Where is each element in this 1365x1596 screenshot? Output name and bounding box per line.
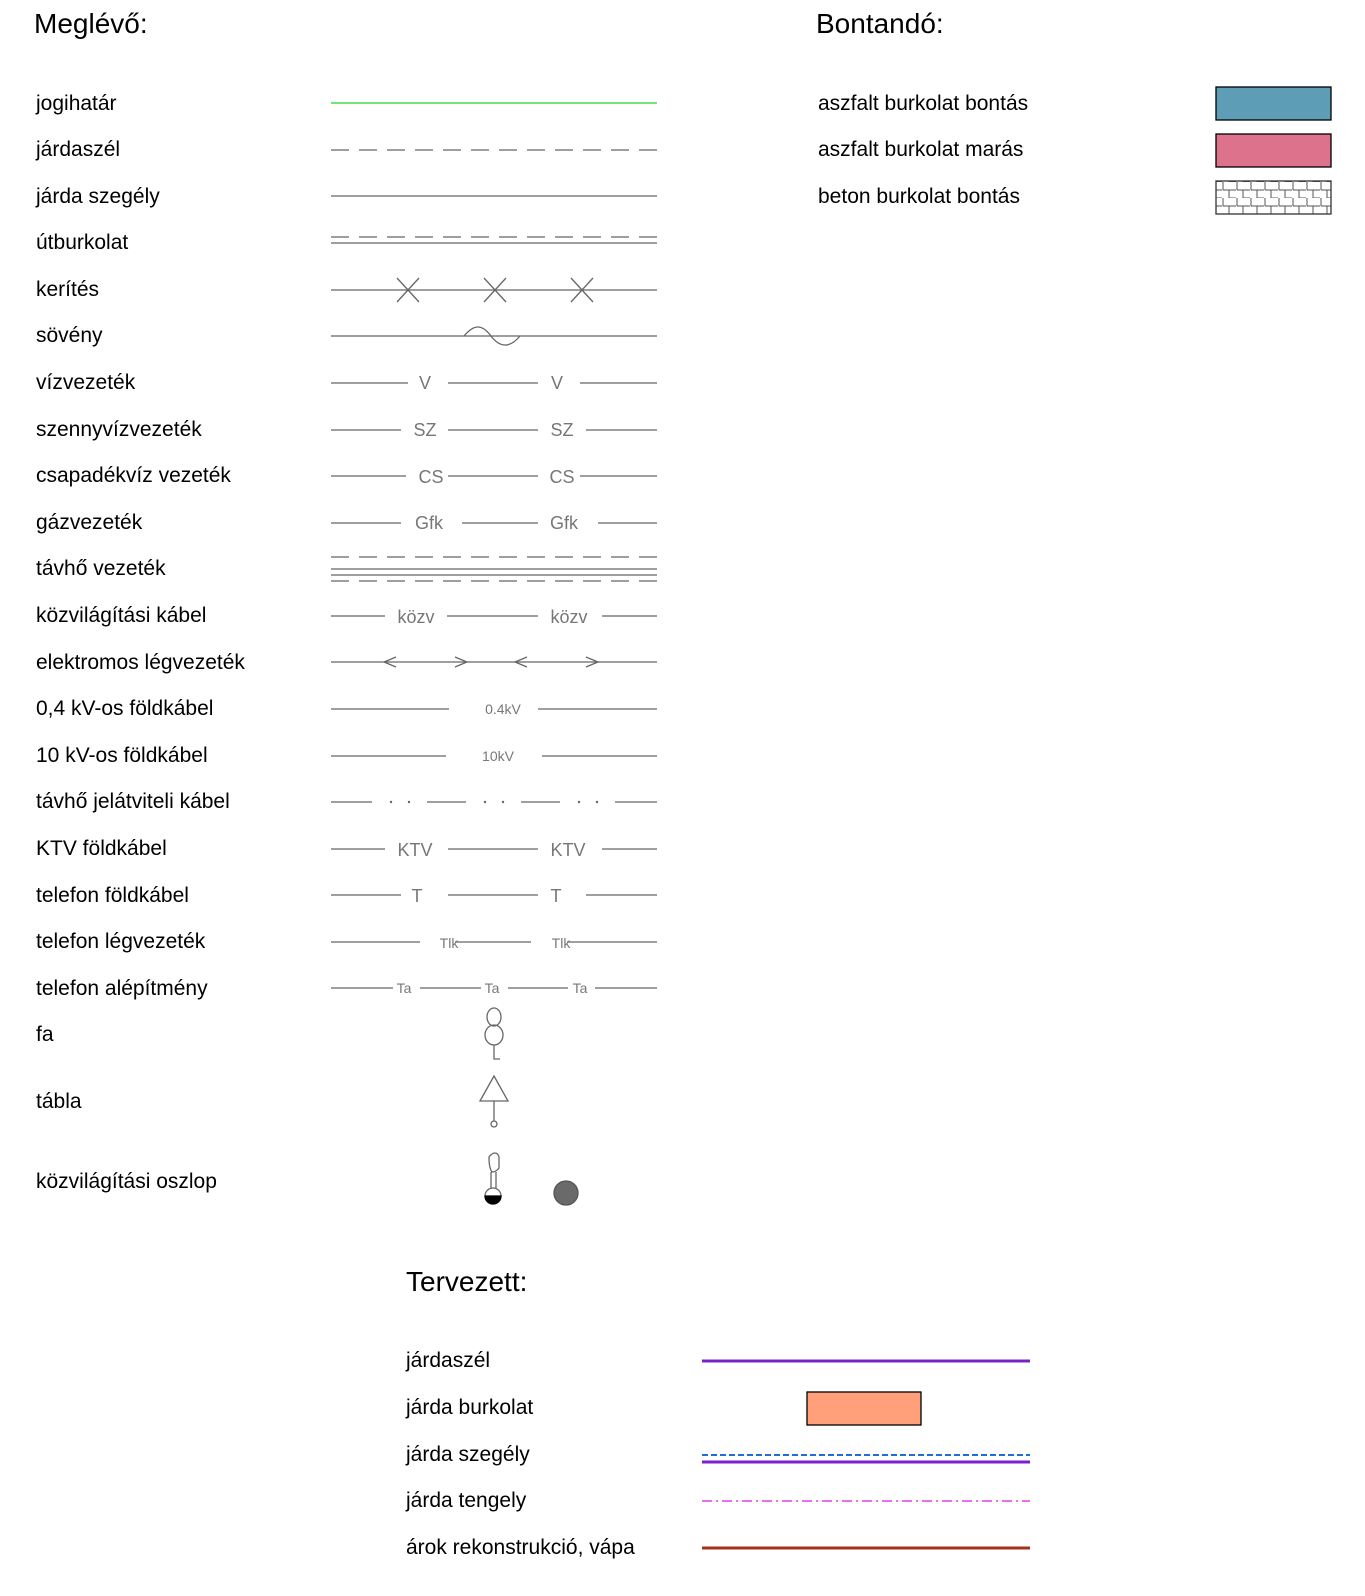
- swatch-aszfalt-bontas: [1215, 86, 1332, 121]
- symbol-fa: [484, 1007, 504, 1060]
- legend-label-szennyvizvezetek: szennyvízvezeték: [36, 418, 202, 441]
- code-sz-1: SZ: [413, 420, 436, 440]
- legend-label-tavho-jelatviteli: távhő jelátviteli kábel: [36, 790, 230, 813]
- code-tlk-1: Tlk: [440, 935, 460, 951]
- code-10kv: 10kV: [482, 748, 515, 764]
- legend-label-jogihatar: jogihatár: [36, 92, 117, 115]
- code-ta-1: Ta: [397, 980, 412, 996]
- legend-label-aszfalt-maras: aszfalt burkolat marás: [818, 138, 1024, 161]
- symbol-tabla: [478, 1074, 510, 1128]
- existing-heading: Meglévő:: [34, 8, 148, 39]
- legend-label-10kv-foldkabel: 10 kV-os földkábel: [36, 744, 208, 767]
- legend-label-jardaszel: járdaszél: [36, 138, 121, 161]
- legend-label-aszfalt-bontas: aszfalt burkolat bontás: [818, 92, 1029, 115]
- swatch-beton-bontas: [1215, 180, 1332, 215]
- legend-label-tervezett-jardaszel: járdaszél: [406, 1349, 491, 1372]
- legend-label-tervezett-jarda-tengely: járda tengely: [406, 1489, 527, 1512]
- code-04kv: 0.4kV: [485, 701, 521, 717]
- code-cs-1: CS: [418, 467, 443, 487]
- legend-label-arok-rekonstrukcio: árok rekonstrukció, vápa: [406, 1536, 635, 1559]
- legend-label-beton-bontas: beton burkolat bontás: [818, 185, 1020, 208]
- legend-label-utburkolat: útburkolat: [36, 231, 129, 254]
- code-kozv-2: közv: [550, 607, 587, 627]
- planned-heading: Tervezett:: [406, 1266, 528, 1297]
- legend-label-kozvilagitasi-kabel: közvilágítási kábel: [36, 604, 207, 627]
- legend-label-kozvilagitasi-oszlop: közvilágítási oszlop: [36, 1170, 217, 1193]
- code-ta-2: Ta: [485, 980, 500, 996]
- legend-label-elektromos-legvezetek: elektromos légvezeték: [36, 651, 245, 674]
- code-kozv-1: közv: [397, 607, 434, 627]
- code-ta-3: Ta: [573, 980, 588, 996]
- symbol-kozvilagitasi-oszlop: [484, 1152, 502, 1205]
- legend-label-fa: fa: [36, 1023, 54, 1046]
- code-ktv-2: KTV: [550, 840, 585, 860]
- swatch-tervezett-jarda-burkolat: [806, 1391, 922, 1426]
- demolish-heading: Bontandó:: [816, 8, 944, 39]
- code-gfk-1: Gfk: [415, 513, 444, 533]
- legend-label-csapadekviz: csapadékvíz vezeték: [36, 464, 231, 487]
- code-v-2: V: [551, 373, 563, 393]
- legend-label-04kv-foldkabel: 0,4 kV-os földkábel: [36, 697, 214, 720]
- code-t-2: T: [551, 886, 562, 906]
- code-ktv-1: KTV: [397, 840, 432, 860]
- legend-label-tabla: tábla: [36, 1090, 82, 1113]
- symbol-utburkolat: [331, 236, 657, 244]
- legend-label-tervezett-jarda-szegely: járda szegély: [406, 1443, 530, 1466]
- legend-label-telefon-foldkabel: telefon földkábel: [36, 884, 189, 907]
- legend-label-vizvezetek: vízvezeték: [36, 371, 136, 394]
- symbol-elektromos-legvezetek: [331, 656, 657, 668]
- symbol-tavho-vezetek: [331, 556, 657, 582]
- code-cs-2: CS: [549, 467, 574, 487]
- legend-label-telefon-legvezetek: telefon légvezeték: [36, 930, 206, 953]
- code-t-1: T: [412, 886, 423, 906]
- legend-label-telefon-alepitmeny: telefon alépítmény: [36, 977, 208, 1000]
- code-sz-2: SZ: [550, 420, 573, 440]
- symbol-kerites: [331, 277, 657, 303]
- code-tlk-2: Tlk: [552, 935, 572, 951]
- code-v-1: V: [419, 373, 431, 393]
- legend-label-kerites: kerítés: [36, 278, 100, 301]
- legend-label-tavho-vezetek: távhő vezeték: [36, 557, 166, 580]
- legend-label-ktv-foldkabel: KTV földkábel: [36, 837, 167, 860]
- legend-label-tervezett-jarda-burkolat: járda burkolat: [406, 1396, 534, 1419]
- code-gfk-2: Gfk: [550, 513, 579, 533]
- symbol-tervezett-jarda-szegely: [702, 1454, 1030, 1464]
- legend-label-jarda-szegely: járda szegély: [36, 185, 160, 208]
- symbol-soveny: [331, 326, 657, 346]
- legend-label-soveny: sövény: [36, 324, 103, 347]
- legend-label-gazvezetek: gázvezeték: [36, 511, 143, 534]
- symbol-lamp-marker: [553, 1180, 579, 1206]
- swatch-aszfalt-maras: [1215, 133, 1332, 168]
